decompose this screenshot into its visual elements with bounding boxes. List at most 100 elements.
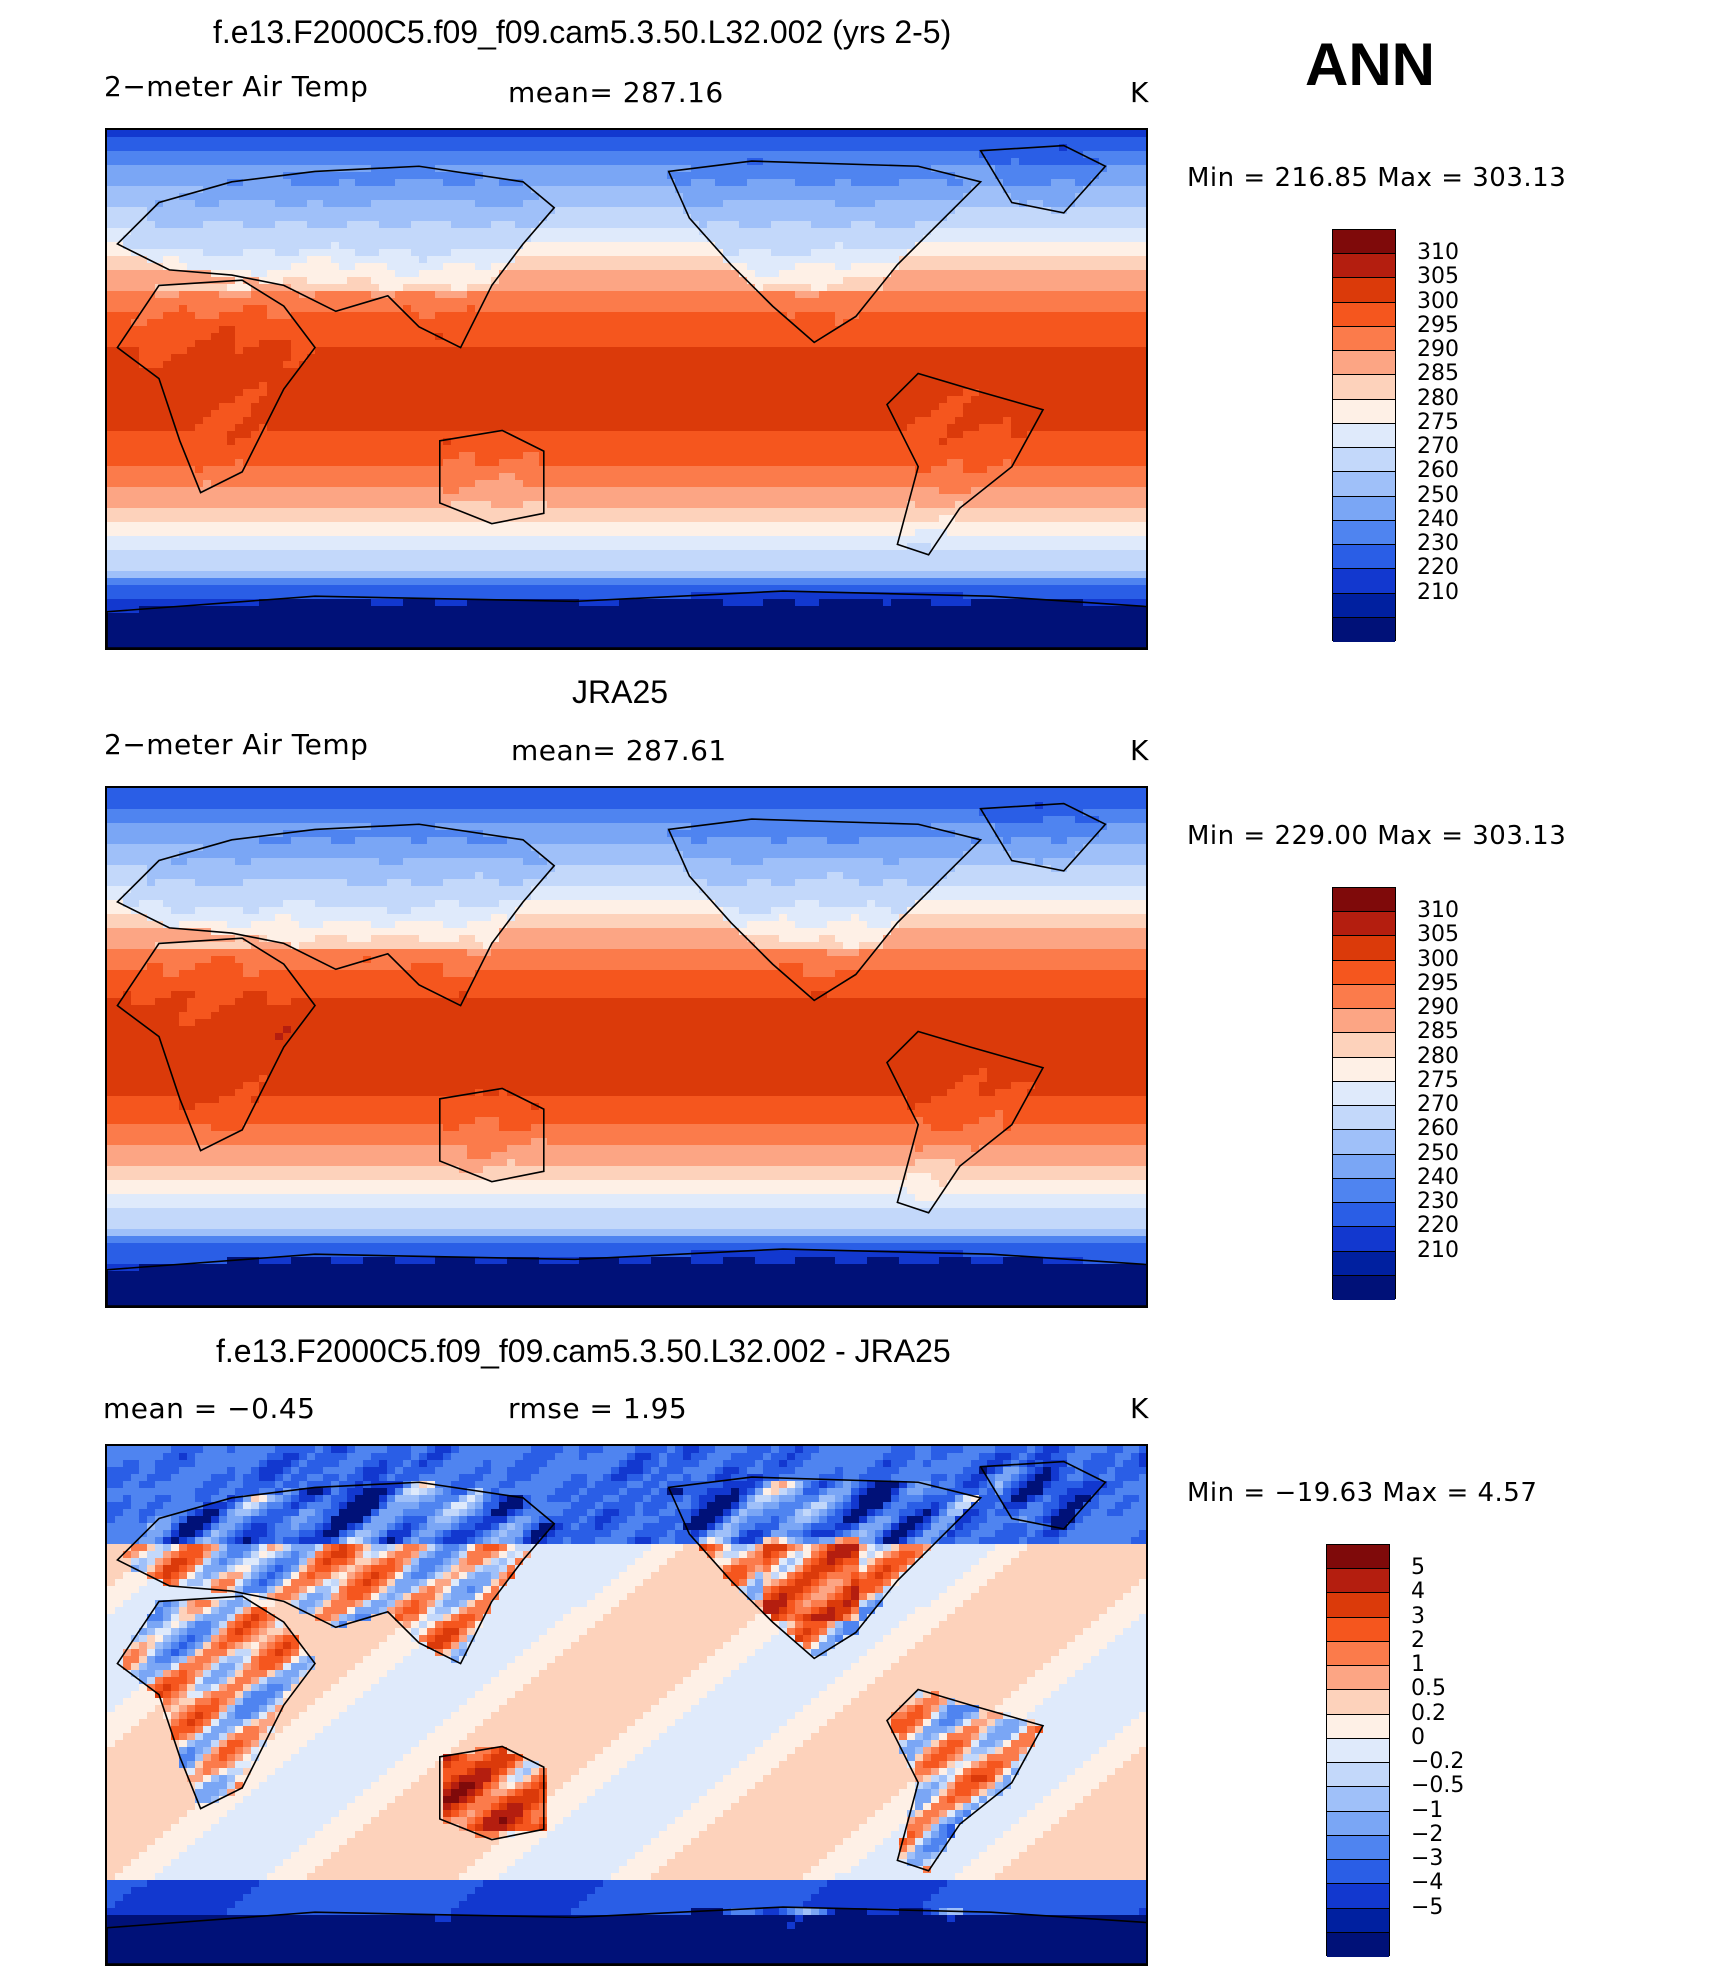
panel3-title: f.e13.F2000C5.f09_f09.cam5.3.50.L32.002 …: [216, 1333, 951, 1370]
coastline: [116, 1481, 556, 1665]
colorbar-tick-label: 260: [1417, 1118, 1459, 1140]
colorbar-swatch: [1333, 1057, 1395, 1082]
colorbar-tick-label: 0.5: [1411, 1678, 1446, 1700]
colorbar-tick-label: 300: [1417, 948, 1459, 971]
coastline: [116, 279, 317, 494]
colorbar-tick-label: −3: [1411, 1848, 1443, 1870]
colorbar-swatch: [1333, 936, 1395, 961]
colorbar-swatch: [1327, 1714, 1389, 1739]
coastline: [886, 372, 1045, 556]
colorbar-tick-label: 270: [1417, 436, 1459, 458]
colorbar-swatch: [1327, 1763, 1389, 1788]
colorbar-tick-label: 295: [1417, 972, 1459, 995]
colorbar-swatch: [1333, 1033, 1395, 1058]
colorbar-swatch: [1333, 1227, 1395, 1252]
colorbar-swatch: [1327, 1835, 1389, 1861]
colorbar-swatch: [1333, 569, 1395, 594]
colorbar-tick-label: 5: [1411, 1557, 1425, 1579]
colorbar-swatch: [1333, 1130, 1395, 1155]
colorbar-tick-label: 210: [1417, 1239, 1459, 1262]
colorbar-swatch: [1327, 1884, 1389, 1909]
season-label: ANN: [1305, 30, 1435, 99]
coastline: [979, 802, 1107, 872]
colorbar-tick-label: 285: [1417, 363, 1459, 385]
colorbar-tick-label: 310: [1417, 900, 1459, 922]
colorbar-tick-label: 220: [1417, 1215, 1459, 1237]
colorbar-swatch: [1333, 1275, 1395, 1300]
colorbar-swatch: [1333, 1154, 1395, 1179]
colorbar-swatch: [1327, 1738, 1389, 1764]
colorbar-swatch: [1333, 254, 1395, 279]
panel2-variable-label: 2−meter Air Temp: [104, 728, 368, 761]
colorbar-tick-label: 290: [1417, 997, 1459, 1019]
colorbar-swatch: [1333, 1081, 1395, 1107]
colorbar-swatch: [1333, 1251, 1395, 1276]
colorbar-swatch: [1333, 326, 1395, 352]
colorbar-swatch: [1327, 1811, 1389, 1836]
map-field: [107, 1446, 1146, 1964]
coastline: [116, 937, 317, 1152]
coastline: [107, 1248, 1146, 1306]
colorbar-swatch: [1327, 1569, 1389, 1594]
coastline: [116, 1595, 317, 1810]
colorbar-swatch: [1333, 520, 1395, 546]
coastline: [438, 1087, 545, 1183]
colorbar-swatch: [1333, 1106, 1395, 1131]
coastline: [107, 590, 1146, 648]
colorbar-tick-label: 220: [1417, 557, 1459, 579]
panel3-map: [105, 1444, 1148, 1966]
coastline: [886, 1030, 1045, 1214]
colorbar-tick-label: 305: [1417, 924, 1459, 946]
colorbar-swatch: [1327, 1545, 1389, 1570]
colorbar-tick-label: 290: [1417, 339, 1459, 361]
colorbar-tick-label: 4: [1411, 1581, 1425, 1603]
colorbar-swatch: [1333, 302, 1395, 327]
colorbar-swatch: [1327, 1641, 1389, 1667]
colorbar-swatch: [1327, 1787, 1389, 1812]
colorbar-swatch: [1333, 617, 1395, 642]
coastline: [116, 823, 556, 1007]
panel3-mean-label: mean = −0.45: [103, 1392, 315, 1425]
colorbar-swatch: [1333, 1178, 1395, 1204]
panel3-minmax-label: Min = −19.63 Max = 4.57: [1187, 1478, 1537, 1508]
colorbar-swatch: [1327, 1690, 1389, 1715]
map-field: [107, 788, 1146, 1306]
colorbar-tick-label: 3: [1411, 1605, 1425, 1628]
coastline: [667, 160, 983, 344]
panel2-mean-label: mean= 287.61: [511, 734, 727, 767]
colorbar-tick-label: 1: [1411, 1654, 1425, 1676]
colorbar-tick-label: 305: [1417, 266, 1459, 288]
panel1-colorbar: [1332, 229, 1396, 642]
colorbar-tick-label: 210: [1417, 581, 1459, 604]
colorbar-tick-label: 280: [1417, 387, 1459, 410]
colorbar-tick-label: 310: [1417, 242, 1459, 264]
colorbar-tick-label: 240: [1417, 508, 1459, 531]
colorbar-swatch: [1333, 496, 1395, 521]
colorbar-swatch: [1333, 399, 1395, 424]
coastline: [886, 1688, 1045, 1872]
colorbar-swatch: [1333, 472, 1395, 497]
colorbar-tick-label: 275: [1417, 1069, 1459, 1092]
colorbar-swatch: [1327, 1908, 1389, 1933]
colorbar-swatch: [1333, 423, 1395, 449]
colorbar-tick-label: 270: [1417, 1094, 1459, 1116]
colorbar-tick-label: 280: [1417, 1045, 1459, 1068]
panel1-variable-label: 2−meter Air Temp: [104, 70, 368, 103]
colorbar-tick-label: 295: [1417, 314, 1459, 337]
panel3-rmse-label: rmse = 1.95: [508, 1392, 687, 1425]
colorbar-tick-label: 275: [1417, 411, 1459, 434]
colorbar-tick-label: 0.2: [1411, 1702, 1446, 1725]
colorbar-tick-label: 230: [1417, 533, 1459, 555]
coastline: [667, 818, 983, 1002]
panel1-minmax-label: Min = 216.85 Max = 303.13: [1187, 163, 1566, 193]
colorbar-tick-label: 2: [1411, 1629, 1425, 1652]
colorbar-tick-label: −5: [1411, 1896, 1443, 1919]
coastline: [107, 1906, 1146, 1964]
colorbar-swatch: [1327, 1666, 1389, 1691]
panel3-units-label: K: [1130, 1392, 1149, 1425]
panel1-mean-label: mean= 287.16: [508, 76, 724, 109]
coastline: [116, 165, 556, 349]
colorbar-swatch: [1327, 1593, 1389, 1618]
panel1-map: [105, 128, 1148, 650]
coastline: [438, 1745, 545, 1841]
